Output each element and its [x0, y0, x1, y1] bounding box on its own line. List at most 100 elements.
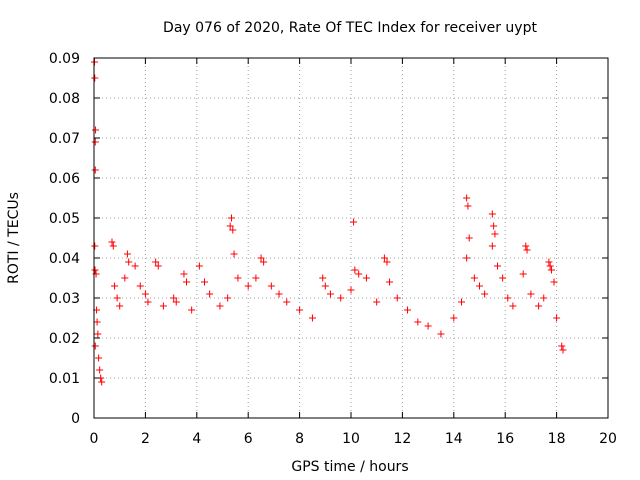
roti-data-point: [450, 314, 458, 322]
roti-data-point: [488, 242, 496, 250]
y-tick-label: 0.05: [49, 211, 80, 227]
roti-data-point: [159, 302, 167, 310]
roti-data-point: [464, 202, 472, 210]
roti-data-point: [131, 262, 139, 270]
roti-data-point: [91, 74, 99, 82]
roti-data-point: [116, 302, 124, 310]
y-tick-label: 0.04: [49, 251, 80, 267]
roti-data-point: [463, 194, 471, 202]
roti-data-point: [91, 138, 99, 146]
roti-data-point: [172, 298, 180, 306]
roti-data-point: [206, 290, 214, 298]
x-axis-label: GPS time / hours: [291, 459, 408, 475]
roti-data-point: [275, 290, 283, 298]
roti-data-point: [267, 282, 275, 290]
roti-data-point: [424, 322, 432, 330]
roti-data-point: [383, 258, 391, 266]
roti-data-point: [94, 330, 102, 338]
roti-data-point: [109, 242, 117, 250]
roti-data-point: [321, 282, 329, 290]
y-tick-label: 0.02: [49, 331, 80, 347]
roti-data-point: [141, 290, 149, 298]
roti-data-point: [550, 278, 558, 286]
roti-data-point: [546, 262, 554, 270]
roti-data-point: [123, 250, 131, 258]
roti-data-point: [540, 294, 548, 302]
roti-data-point: [226, 222, 234, 230]
roti-data-point: [91, 166, 99, 174]
roti-data-point: [91, 242, 99, 250]
y-tick-label: 0.01: [49, 371, 80, 387]
x-tick-label: 10: [342, 431, 360, 447]
roti-data-point: [414, 318, 422, 326]
x-tick-labels: 0 2 4 6 8 10 12 14 16 18 20: [90, 431, 617, 447]
roti-data-point: [113, 294, 121, 302]
roti-data-point: [257, 254, 265, 262]
roti-data-point: [234, 274, 242, 282]
y-tick-label: 0.09: [49, 51, 80, 67]
x-tick-label: 12: [393, 431, 411, 447]
roti-data-point: [373, 298, 381, 306]
roti-data-point: [296, 306, 304, 314]
roti-data-point: [92, 126, 100, 134]
x-tick-label: 8: [295, 431, 304, 447]
roti-data-point: [355, 270, 363, 278]
roti-data-point: [522, 242, 530, 250]
roti-data-point: [350, 218, 358, 226]
roti-data-point: [337, 294, 345, 302]
roti-data-point: [437, 330, 445, 338]
roti-data-point: [558, 342, 566, 350]
roti-data-point: [283, 298, 291, 306]
roti-data-point: [111, 282, 119, 290]
roti-data-point: [545, 258, 553, 266]
roti-data-point: [458, 298, 466, 306]
roti-data-point: [244, 282, 252, 290]
y-tick-label: 0.07: [49, 131, 80, 147]
data-points: [91, 58, 567, 386]
roti-data-point: [91, 342, 99, 350]
roti-data-point: [91, 58, 99, 66]
roti-data-point: [95, 354, 103, 362]
roti-data-point: [490, 222, 498, 230]
roti-data-point: [499, 274, 507, 282]
roti-data-point: [227, 214, 235, 222]
roti-data-point: [488, 210, 496, 218]
x-tick-label: 2: [141, 431, 150, 447]
roti-data-point: [180, 270, 188, 278]
roti-data-point: [216, 302, 224, 310]
roti-data-point: [362, 274, 370, 282]
tick-marks: [93, 57, 609, 419]
roti-data-point: [230, 250, 238, 258]
roti-data-point: [386, 278, 394, 286]
roti-data-point: [535, 302, 543, 310]
roti-data-point: [463, 254, 471, 262]
roti-data-point: [201, 278, 209, 286]
roti-data-point: [229, 226, 237, 234]
roti-data-point: [347, 286, 355, 294]
roti-data-point: [108, 238, 116, 246]
roti-data-point: [183, 278, 191, 286]
roti-data-point: [493, 262, 501, 270]
y-tick-label: 0: [71, 411, 80, 427]
chart-title: Day 076 of 2020, Rate Of TEC Index for r…: [163, 20, 537, 36]
x-tick-label: 16: [496, 431, 514, 447]
roti-data-point: [93, 318, 101, 326]
y-tick-label: 0.08: [49, 91, 80, 107]
roti-data-point: [91, 266, 99, 274]
roti-data-point: [188, 306, 196, 314]
roti-data-point: [491, 230, 499, 238]
roti-data-point: [380, 254, 388, 262]
y-tick-label: 0.03: [49, 291, 80, 307]
roti-data-point: [470, 274, 478, 282]
roti-data-point: [465, 234, 473, 242]
roti-data-point: [326, 290, 334, 298]
roti-data-point: [404, 306, 412, 314]
x-tick-label: 6: [244, 431, 253, 447]
x-tick-label: 14: [445, 431, 463, 447]
roti-data-point: [195, 262, 203, 270]
roti-data-point: [509, 302, 517, 310]
roti-data-point: [170, 294, 178, 302]
roti-data-point: [547, 266, 555, 274]
grid-lines: [94, 58, 608, 418]
